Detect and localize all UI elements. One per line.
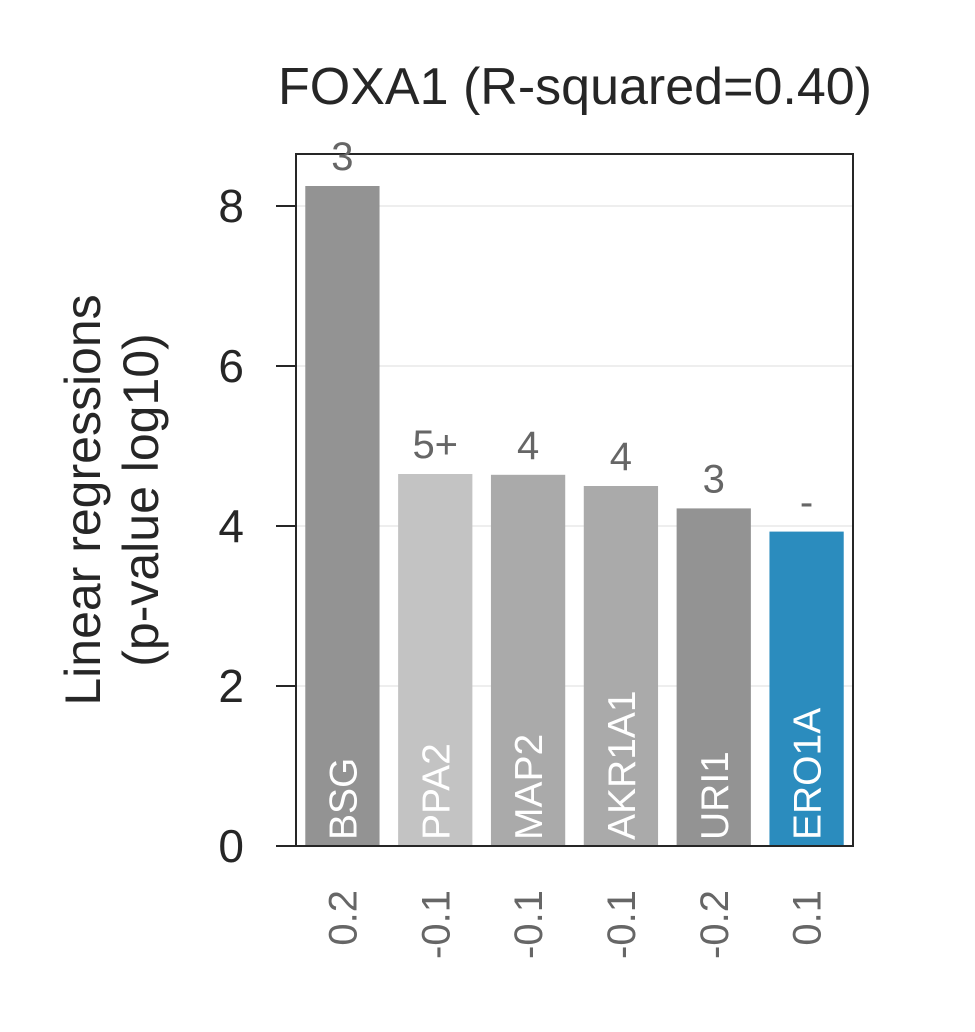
y-axis-label-line2: (p-value log10) — [113, 333, 169, 667]
y-tick-label: 0 — [218, 820, 244, 872]
bar — [583, 486, 659, 846]
y-axis-label: Linear regressions (p-value log10) — [55, 294, 169, 705]
plot-frame — [295, 153, 854, 847]
top-labels-group: 3 5+ 4 4 3 - — [331, 135, 813, 525]
bar-category-label: ERO1A — [787, 708, 830, 840]
bar — [676, 508, 751, 846]
bar-category-label: AKR1A1 — [601, 690, 644, 840]
bar-top-label: 4 — [610, 435, 632, 479]
y-tick-label: 8 — [218, 180, 244, 232]
bar-top-label: 4 — [517, 424, 539, 468]
bar-top-label: - — [800, 481, 813, 525]
bar — [305, 186, 380, 846]
bar-bottom-label: -0.2 — [693, 890, 737, 959]
gridlines — [296, 205, 853, 687]
bar — [769, 531, 844, 846]
bars-group — [305, 186, 844, 846]
chart-title: FOXA1 (R-squared=0.40) — [278, 58, 872, 116]
bar-category-label: PPA2 — [415, 743, 458, 840]
y-axis-ticks: 0 2 4 6 8 — [218, 180, 296, 872]
y-tick-label: 4 — [218, 500, 244, 552]
y-axis-label-line1: Linear regressions — [55, 294, 111, 705]
bar-category-label: MAP2 — [508, 734, 551, 840]
bar-bottom-label: 0.1 — [786, 890, 830, 946]
bar-bottom-label: -0.1 — [414, 890, 458, 959]
y-tick-label: 6 — [218, 340, 244, 392]
bar-top-label: 5+ — [412, 423, 458, 467]
bar-bottom-label: -0.1 — [600, 890, 644, 959]
bar-bottom-label: -0.1 — [507, 890, 551, 959]
bar-bottom-label: 0.2 — [321, 890, 365, 946]
bar — [398, 474, 473, 846]
y-tick-label: 2 — [218, 660, 244, 712]
bar-top-label: 3 — [703, 457, 725, 501]
bottom-labels-group: 0.2 -0.1 -0.1 -0.1 -0.2 0.1 — [321, 890, 829, 959]
bar-category-label: URI1 — [694, 751, 737, 840]
bar-top-label: 3 — [331, 135, 353, 179]
bar — [490, 474, 566, 846]
bar-category-label: BSG — [322, 758, 365, 840]
bar-labels-group: BSG PPA2 MAP2 AKR1A1 URI1 ERO1A — [322, 690, 829, 840]
